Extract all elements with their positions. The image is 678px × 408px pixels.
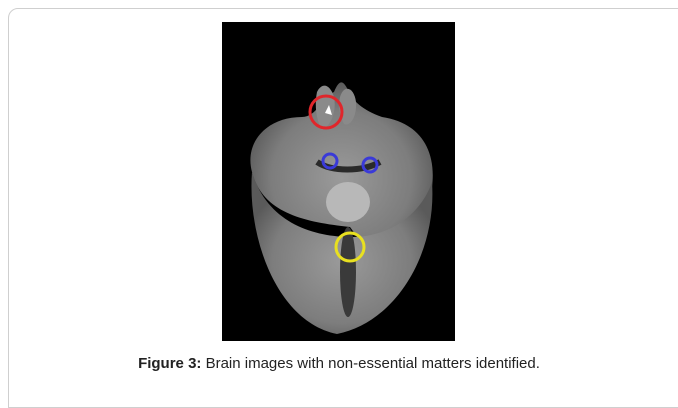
figure-caption: Figure 3: Brain images with non-essentia…: [0, 355, 678, 372]
caption-text: Brain images with non-essential matters …: [206, 355, 540, 372]
brain-image: [222, 22, 455, 341]
figure-label: Figure 3:: [138, 355, 201, 372]
page: {"figure": {"label": "Figure 3:", "capti…: [0, 0, 678, 383]
brainstem: [326, 182, 370, 222]
midline: [340, 227, 356, 317]
